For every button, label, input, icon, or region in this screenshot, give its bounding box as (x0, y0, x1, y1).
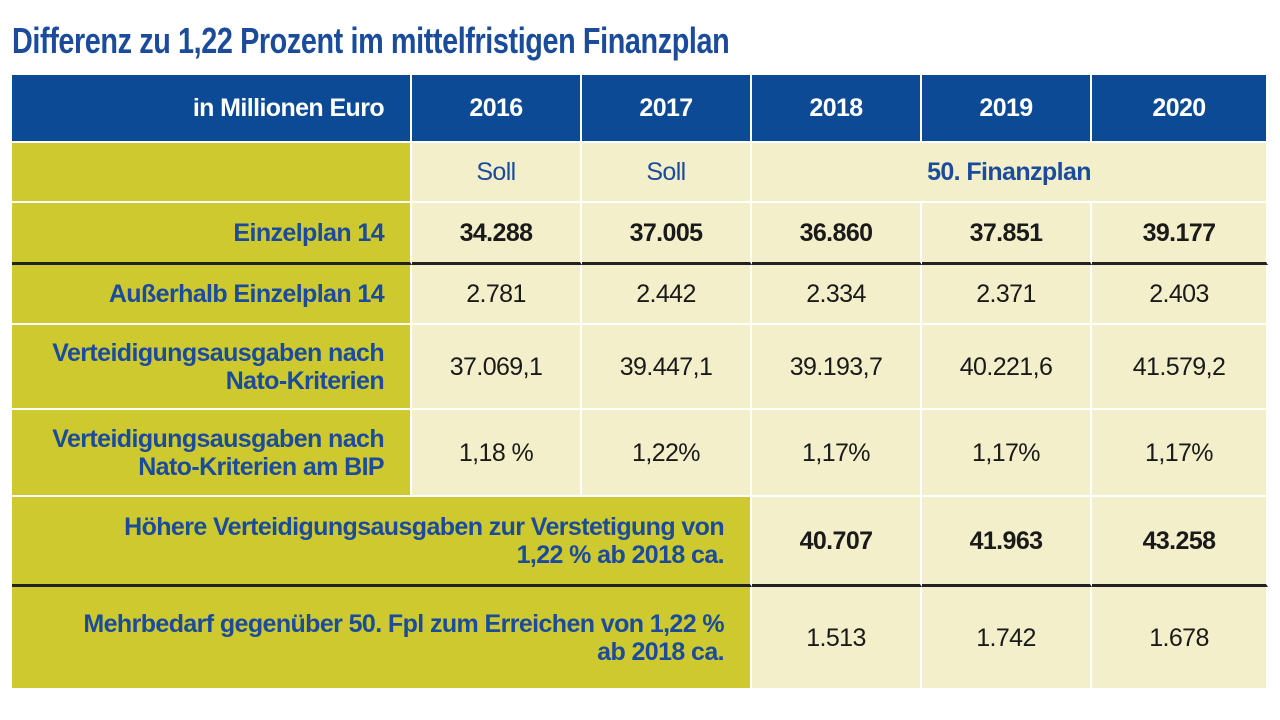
cell: 1.742 (922, 587, 1092, 690)
cell: 37.069,1 (412, 325, 582, 410)
cell: 39.177 (1092, 203, 1268, 265)
cell: 37.851 (922, 203, 1092, 265)
cell: 39.193,7 (752, 325, 922, 410)
header-year: 2017 (582, 75, 752, 143)
cell: 1.678 (1092, 587, 1268, 690)
title: Differenz zu 1,22 Prozent im mittelfrist… (12, 20, 730, 61)
cell: 1,18 % (412, 410, 582, 497)
cell: 2.334 (752, 265, 922, 325)
header-year: 2016 (412, 75, 582, 143)
header-year: 2018 (752, 75, 922, 143)
cell: 36.860 (752, 203, 922, 265)
header-label: in Millionen Euro (12, 75, 412, 143)
cell: 41.963 (922, 497, 1092, 587)
cell: 43.258 (1092, 497, 1268, 587)
cell: 41.579,2 (1092, 325, 1268, 410)
cell: 2.442 (582, 265, 752, 325)
header-year: 2019 (922, 75, 1092, 143)
cell: 2.371 (922, 265, 1092, 325)
cell: 40.221,6 (922, 325, 1092, 410)
cell: Soll (582, 143, 752, 203)
cell: 34.288 (412, 203, 582, 265)
cell: Soll (412, 143, 582, 203)
row-label: Höhere Verteidigungsausgaben zur Verstet… (12, 497, 752, 587)
row-label: Einzelplan 14 (12, 203, 412, 265)
cell: 1,17% (922, 410, 1092, 497)
row-label: Mehrbedarf gegenüber 50. Fpl zum Erreich… (12, 587, 752, 690)
cell: 39.447,1 (582, 325, 752, 410)
cell: 50. Finanzplan (752, 143, 1268, 203)
cell: 2.403 (1092, 265, 1268, 325)
cell: 1,17% (752, 410, 922, 497)
cell: 2.781 (412, 265, 582, 325)
row-label: Verteidigungsausgaben nach Nato-Kriterie… (12, 410, 412, 497)
cell: 37.005 (582, 203, 752, 265)
cell: 1.513 (752, 587, 922, 690)
row-label: Außerhalb Einzelplan 14 (12, 265, 412, 325)
header-year: 2020 (1092, 75, 1268, 143)
row-label: Verteidigungsausgaben nach Nato-Kriterie… (12, 325, 412, 410)
cell: 1,17% (1092, 410, 1268, 497)
cell: 1,22% (582, 410, 752, 497)
cell: 40.707 (752, 497, 922, 587)
row-label (12, 143, 412, 203)
